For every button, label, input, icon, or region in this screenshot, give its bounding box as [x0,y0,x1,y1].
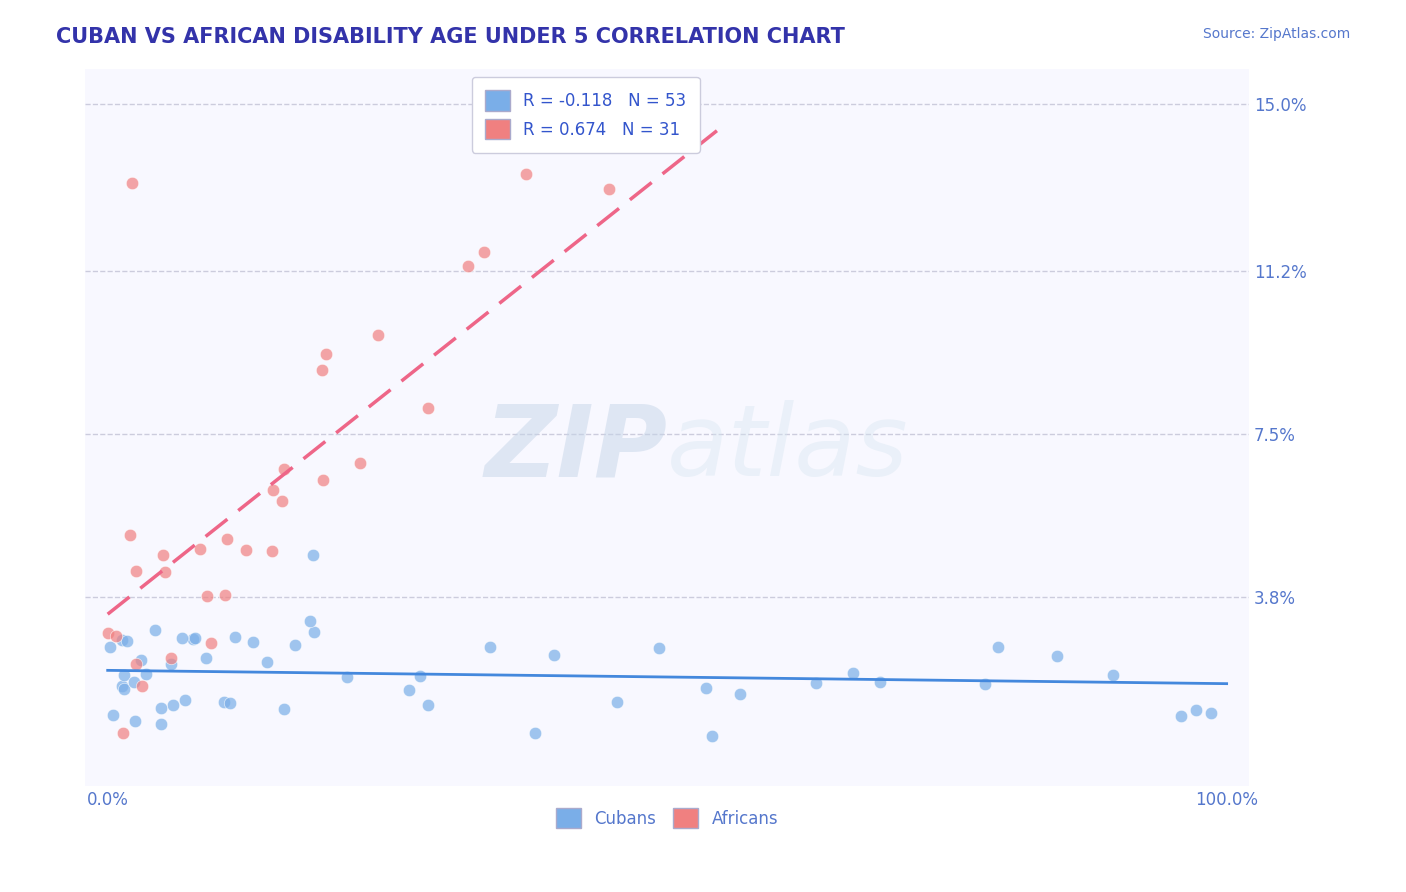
Point [262,483,284,498]
Point [188,541,211,556]
Point [730,687,752,701]
Point [648,640,671,655]
Text: ZIP: ZIP [484,401,668,497]
Point [273,462,295,476]
Point [1046,648,1069,663]
Point [224,630,246,644]
Point [987,640,1010,654]
Point [195,651,218,665]
Point [143,623,166,637]
Point [457,259,479,273]
Point [131,679,153,693]
Point [524,726,547,740]
Point [124,714,146,728]
Point [242,635,264,649]
Point [335,670,357,684]
Point [172,631,194,645]
Point [115,634,138,648]
Text: Source: ZipAtlas.com: Source: ZipAtlas.com [1202,27,1350,41]
Point [160,657,183,672]
Point [195,589,218,603]
Point [806,676,828,690]
Point [174,693,197,707]
Point [125,657,148,671]
Point [260,544,283,558]
Point [150,701,173,715]
Point [695,681,717,695]
Point [869,675,891,690]
Point [218,696,240,710]
Point [367,328,389,343]
Point [1102,668,1125,682]
Point [315,346,337,360]
Point [212,695,235,709]
Point [112,667,135,681]
Point [598,182,620,196]
Text: CUBAN VS AFRICAN DISABILITY AGE UNDER 5 CORRELATION CHART: CUBAN VS AFRICAN DISABILITY AGE UNDER 5 … [56,27,845,46]
Point [270,494,292,508]
Point [842,665,865,680]
Point [284,638,307,652]
Point [515,168,537,182]
Point [606,695,628,709]
Point [298,614,321,628]
Point [256,655,278,669]
Legend: Cubans, Africans: Cubans, Africans [550,801,785,835]
Point [135,667,157,681]
Point [111,726,134,740]
Point [97,626,120,640]
Point [120,528,142,542]
Point [472,245,495,260]
Point [155,566,177,580]
Point [974,676,997,690]
Point [152,548,174,562]
Point [1185,703,1208,717]
Point [111,633,134,648]
Text: atlas: atlas [668,401,908,497]
Point [478,640,501,655]
Point [160,651,183,665]
Point [183,632,205,646]
Point [416,401,439,415]
Point [111,679,134,693]
Point [162,698,184,712]
Point [112,682,135,697]
Point [104,629,127,643]
Point [409,669,432,683]
Point [302,624,325,639]
Point [181,632,204,646]
Point [311,363,333,377]
Point [543,648,565,662]
Point [150,717,173,731]
Point [200,636,222,650]
Point [235,543,257,558]
Point [398,683,420,698]
Point [215,532,238,546]
Point [418,698,440,712]
Point [273,702,295,716]
Point [301,548,323,562]
Point [122,675,145,690]
Point [101,707,124,722]
Point [214,588,236,602]
Point [1170,708,1192,723]
Point [125,564,148,578]
Point [700,729,723,743]
Point [312,473,335,487]
Point [129,653,152,667]
Point [1201,706,1223,720]
Point [98,640,121,654]
Point [349,456,371,470]
Point [121,176,143,190]
